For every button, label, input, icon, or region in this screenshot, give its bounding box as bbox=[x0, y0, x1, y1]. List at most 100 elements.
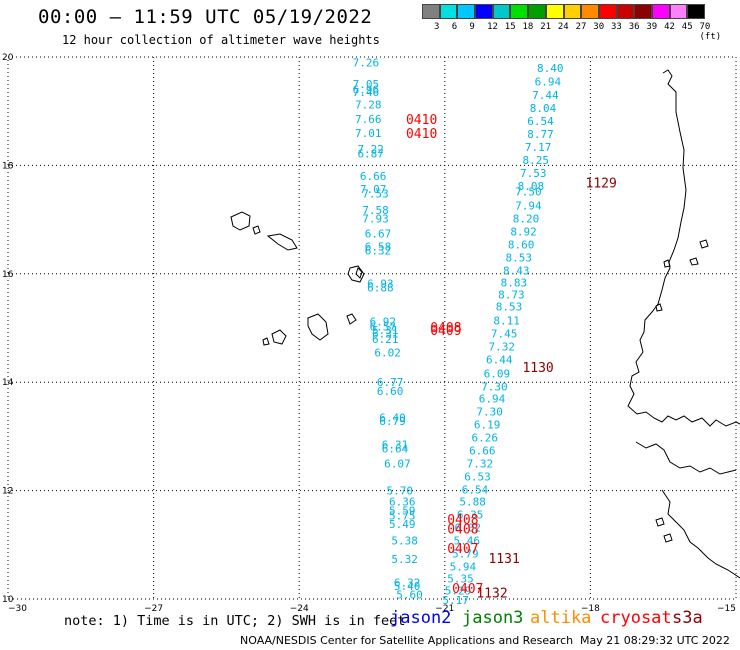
wave-height-value: 6.87 bbox=[357, 147, 384, 160]
wave-height-value: 6.19 bbox=[474, 418, 501, 431]
scale-swatch bbox=[439, 4, 458, 19]
cape-verde-fogo bbox=[271, 329, 287, 345]
pass-time-label: 0409 bbox=[430, 324, 461, 339]
wave-height-value: 8.08 bbox=[518, 180, 545, 193]
wave-height-value: 8.53 bbox=[496, 300, 523, 313]
pass-time-label: 0410 bbox=[406, 113, 437, 128]
wave-height-value: 7.50 bbox=[515, 185, 542, 198]
pass-time-label: 1129 bbox=[586, 177, 617, 192]
coastline bbox=[230, 69, 740, 579]
wave-height-value: 5.29 bbox=[445, 584, 472, 597]
scale-label: 9 bbox=[469, 22, 475, 32]
scale-swatch bbox=[669, 4, 688, 19]
x-tick-label: −24 bbox=[290, 604, 309, 612]
wave-height-value: 5.60 bbox=[396, 589, 423, 602]
scale-swatch bbox=[528, 4, 546, 19]
wave-height-value: 7.32 bbox=[488, 340, 514, 353]
wave-height-value: 8.83 bbox=[501, 276, 528, 289]
scale-swatch bbox=[422, 4, 440, 19]
scale-swatch bbox=[634, 4, 652, 19]
wave-height-value: 6.94 bbox=[535, 75, 562, 88]
scale-swatch bbox=[545, 4, 564, 19]
wave-height-value: 5.75 bbox=[389, 510, 416, 523]
wave-height-value: 6.93 bbox=[367, 278, 394, 291]
bissagos-islands bbox=[655, 517, 673, 543]
wave-height-value: 5.38 bbox=[391, 534, 418, 547]
x-tick-label: −18 bbox=[581, 604, 600, 612]
wave-height-value: 6.35 bbox=[457, 508, 484, 521]
wave-height-value: 6.44 bbox=[486, 353, 513, 366]
pass-time-label: 0408 bbox=[447, 513, 478, 528]
wave-height-value: 6.32 bbox=[365, 244, 392, 257]
wave-height-value: 6.67 bbox=[365, 228, 392, 241]
scale-swatch bbox=[581, 4, 599, 19]
africa-coastline bbox=[627, 69, 740, 427]
wave-height-value: 5.40 bbox=[394, 580, 421, 593]
wave-height-value: 6.60 bbox=[377, 385, 404, 398]
wave-height-value: 6.64 bbox=[382, 442, 409, 455]
wave-height-value: 7.32 bbox=[467, 458, 494, 471]
scale-swatch bbox=[492, 4, 511, 19]
wave-height-value: 8.25 bbox=[522, 154, 549, 167]
scale-label: 70 (ft) bbox=[699, 22, 722, 42]
x-tick-label: −30 bbox=[8, 604, 27, 612]
y-tick-label: 18 bbox=[2, 161, 14, 171]
scale-swatch bbox=[687, 4, 705, 19]
scale-label: 36 bbox=[628, 22, 640, 32]
scale-swatch bbox=[457, 4, 476, 19]
x-tick-label: −15 bbox=[717, 604, 736, 612]
scale-label: 42 bbox=[664, 22, 675, 32]
wave-height-value: 8.53 bbox=[505, 252, 532, 265]
wave-height-value: 8.60 bbox=[508, 239, 534, 252]
wave-height-value: 6.79 bbox=[379, 415, 406, 428]
pass-time-label: 0408 bbox=[447, 523, 478, 538]
grid bbox=[8, 57, 736, 599]
wave-height-value: 6.02 bbox=[374, 346, 401, 359]
scale-swatch bbox=[563, 4, 582, 19]
wave-height-value: 6.66 bbox=[360, 170, 387, 183]
wave-height-value: 6.77 bbox=[377, 376, 404, 389]
pass-time-label: 1132 bbox=[476, 586, 507, 601]
wave-height-value: 7.30 bbox=[476, 405, 503, 418]
mission-legend-item: cryosat bbox=[600, 608, 672, 628]
chart-marks: 7.26 7.056.967.467.287.667.01 7.226.87 6.66… bbox=[353, 56, 564, 607]
scale-swatch bbox=[616, 4, 635, 19]
wave-height-value: 8.11 bbox=[493, 314, 520, 327]
wave-height-value: 6.02 bbox=[455, 521, 482, 534]
axes: −30 −27 −24 −21 −18 −15 10 12 14 16 18 20 bbox=[2, 53, 737, 612]
wave-height-value: 6.21 bbox=[372, 333, 399, 346]
wave-height-value: 6.36 bbox=[389, 495, 416, 508]
wave-height-value: 7.26 bbox=[353, 56, 380, 69]
mission-legend-item: jason2 bbox=[390, 608, 452, 628]
color-scale-bar bbox=[422, 4, 705, 20]
scale-swatch bbox=[598, 4, 617, 19]
africa-coastline-south bbox=[635, 441, 737, 475]
cape-verde-santiago bbox=[307, 313, 329, 341]
scale-label: 30 bbox=[593, 22, 605, 32]
scale-swatch bbox=[475, 4, 493, 19]
wave-height-value: 7.66 bbox=[355, 113, 382, 126]
wave-height-value: 8.92 bbox=[510, 226, 537, 239]
wave-height-value: 7.45 bbox=[491, 327, 518, 340]
scale-label: 12 bbox=[487, 22, 498, 32]
small-islands bbox=[655, 239, 709, 312]
wave-height-value: 5.32 bbox=[391, 553, 418, 566]
wave-height-value: 6.53 bbox=[464, 471, 491, 484]
wave-height-value: 6.57 bbox=[370, 320, 397, 333]
pass-time-label: 1130 bbox=[522, 361, 553, 376]
mission-legend-item: jason3 bbox=[462, 608, 524, 628]
wave-height-value: 6.88 bbox=[367, 281, 394, 294]
wave-height-value: 6.26 bbox=[471, 431, 498, 444]
x-tick-label: −21 bbox=[435, 604, 454, 612]
wave-height-value: 7.28 bbox=[355, 99, 382, 112]
wave-height-value: 7.53 bbox=[520, 167, 547, 180]
cape-verde-santo-antao bbox=[230, 211, 251, 231]
wave-height-value: 6.54 bbox=[462, 484, 489, 497]
wave-height-value: 8.04 bbox=[530, 102, 557, 115]
cape-verde-maio bbox=[346, 313, 357, 325]
scale-label: 15 bbox=[504, 22, 516, 32]
chart-subtitle: 12 hour collection of altimeter wave hei… bbox=[62, 33, 380, 47]
wave-height-value: 7.07 bbox=[360, 183, 387, 196]
wave-height-value: 5.49 bbox=[389, 518, 416, 531]
wave-height-value: 5.94 bbox=[450, 560, 477, 573]
